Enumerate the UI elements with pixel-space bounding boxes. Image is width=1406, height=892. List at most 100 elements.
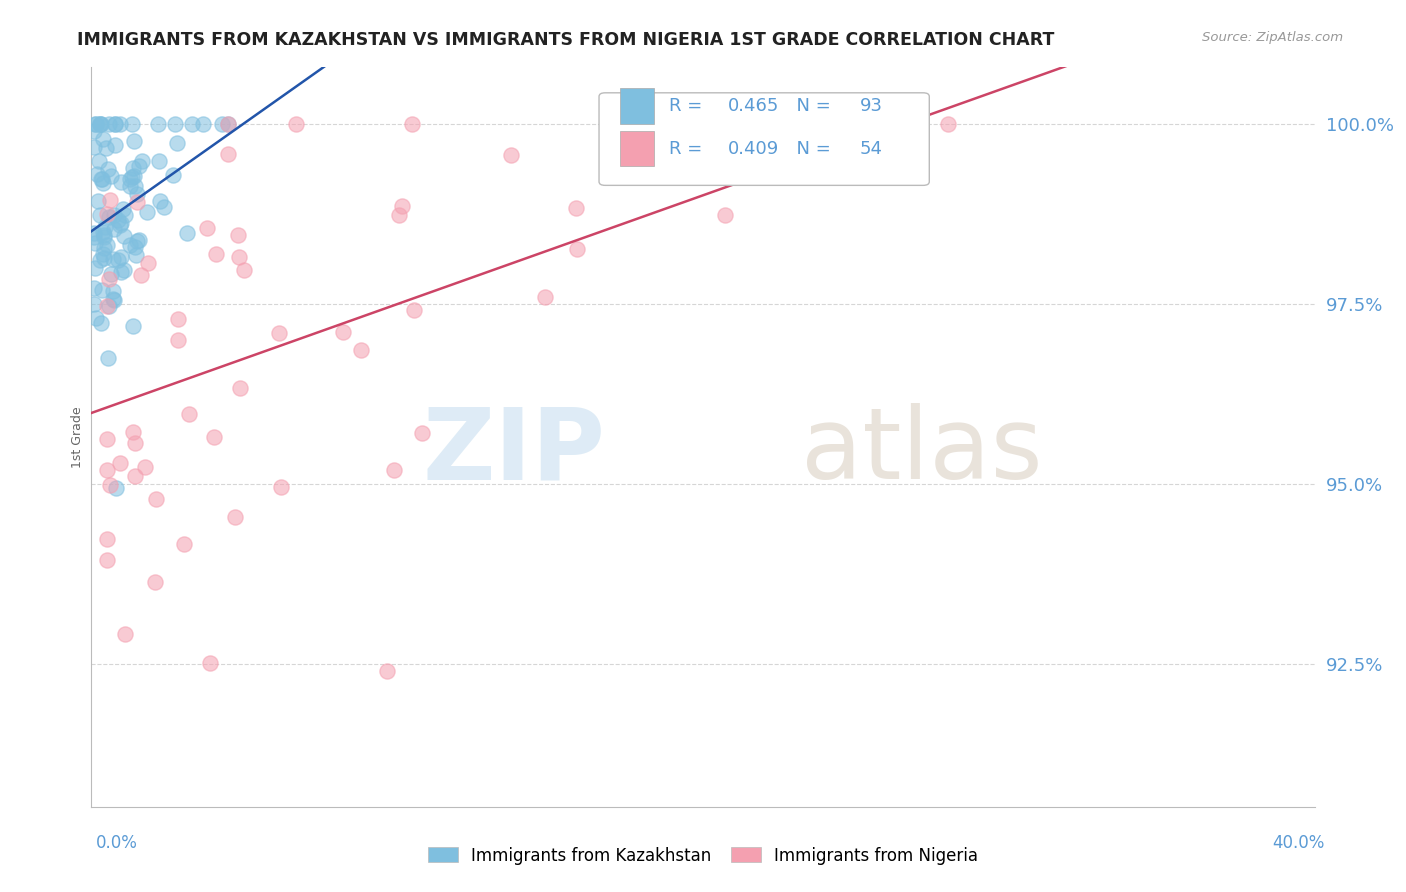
- Text: 0.409: 0.409: [727, 139, 779, 158]
- Point: [501, 148, 523, 162]
- Point: [143, 574, 166, 589]
- Point: [103, 222, 125, 236]
- Point: [127, 194, 149, 209]
- Point: [110, 250, 132, 264]
- Point: [134, 459, 156, 474]
- Point: [936, 117, 959, 131]
- Point: [382, 463, 405, 477]
- Text: Source: ZipAtlas.com: Source: ZipAtlas.com: [1202, 31, 1343, 45]
- Point: [125, 187, 148, 202]
- Point: [93, 132, 115, 146]
- Point: [114, 627, 136, 641]
- Point: [118, 179, 141, 194]
- Text: atlas: atlas: [801, 403, 1042, 500]
- Point: [391, 199, 413, 213]
- Text: R =: R =: [669, 139, 707, 158]
- Point: [112, 263, 135, 277]
- Point: [93, 251, 115, 265]
- Point: [101, 285, 124, 299]
- Point: [98, 194, 121, 208]
- Text: 0.0%: 0.0%: [96, 834, 138, 852]
- Point: [97, 117, 120, 131]
- Point: [177, 408, 200, 422]
- Bar: [620, 88, 654, 124]
- Text: N =: N =: [785, 97, 837, 115]
- Point: [226, 228, 249, 243]
- Point: [217, 117, 239, 131]
- Legend: Immigrants from Kazakhstan, Immigrants from Nigeria: Immigrants from Kazakhstan, Immigrants f…: [419, 838, 987, 873]
- Point: [167, 311, 190, 326]
- Point: [108, 456, 131, 470]
- Point: [114, 208, 136, 222]
- Point: [104, 117, 127, 131]
- Point: [83, 280, 105, 294]
- Point: [90, 117, 112, 131]
- Point: [388, 208, 411, 222]
- Point: [110, 175, 132, 189]
- Point: [401, 117, 423, 131]
- Point: [98, 300, 121, 314]
- Point: [83, 230, 105, 244]
- Point: [163, 117, 186, 131]
- Point: [98, 478, 121, 492]
- Text: 40.0%: 40.0%: [1272, 834, 1324, 852]
- Text: 0.465: 0.465: [727, 97, 779, 115]
- Bar: [620, 131, 654, 166]
- Point: [176, 226, 198, 240]
- Point: [97, 211, 120, 225]
- Point: [285, 117, 308, 131]
- Point: [375, 664, 398, 678]
- Point: [233, 263, 256, 277]
- Point: [93, 241, 115, 255]
- Point: [533, 290, 555, 304]
- Point: [90, 316, 112, 330]
- Point: [121, 318, 143, 333]
- Point: [121, 170, 143, 185]
- Point: [145, 491, 167, 506]
- Point: [84, 260, 107, 275]
- Point: [91, 172, 114, 186]
- Point: [89, 252, 111, 267]
- Point: [90, 171, 112, 186]
- Point: [91, 247, 114, 261]
- Point: [112, 228, 135, 243]
- Point: [121, 117, 143, 131]
- Point: [96, 432, 118, 446]
- Point: [118, 238, 141, 252]
- Y-axis label: 1st Grade: 1st Grade: [72, 406, 84, 468]
- Point: [217, 117, 239, 131]
- Point: [228, 381, 250, 395]
- Point: [217, 147, 239, 161]
- Point: [93, 228, 115, 243]
- Point: [83, 236, 105, 251]
- Point: [136, 256, 159, 270]
- Point: [100, 267, 122, 281]
- Point: [104, 138, 127, 153]
- Text: R =: R =: [669, 97, 707, 115]
- Point: [94, 219, 117, 234]
- Point: [86, 167, 108, 181]
- Point: [166, 136, 188, 151]
- Point: [124, 134, 146, 148]
- Text: 93: 93: [859, 97, 883, 115]
- Point: [128, 233, 150, 247]
- Point: [131, 153, 153, 168]
- Point: [173, 537, 195, 551]
- Point: [110, 117, 132, 131]
- Point: [90, 283, 112, 297]
- Text: N =: N =: [785, 139, 837, 158]
- Point: [332, 326, 354, 340]
- Point: [101, 252, 124, 266]
- Point: [124, 435, 146, 450]
- Point: [128, 160, 150, 174]
- Point: [136, 204, 159, 219]
- Point: [125, 248, 148, 262]
- Point: [411, 425, 433, 440]
- Point: [148, 117, 170, 131]
- Point: [205, 247, 228, 261]
- Point: [224, 510, 246, 524]
- Point: [96, 532, 118, 546]
- Point: [167, 333, 190, 347]
- Point: [94, 140, 117, 154]
- Point: [104, 481, 127, 495]
